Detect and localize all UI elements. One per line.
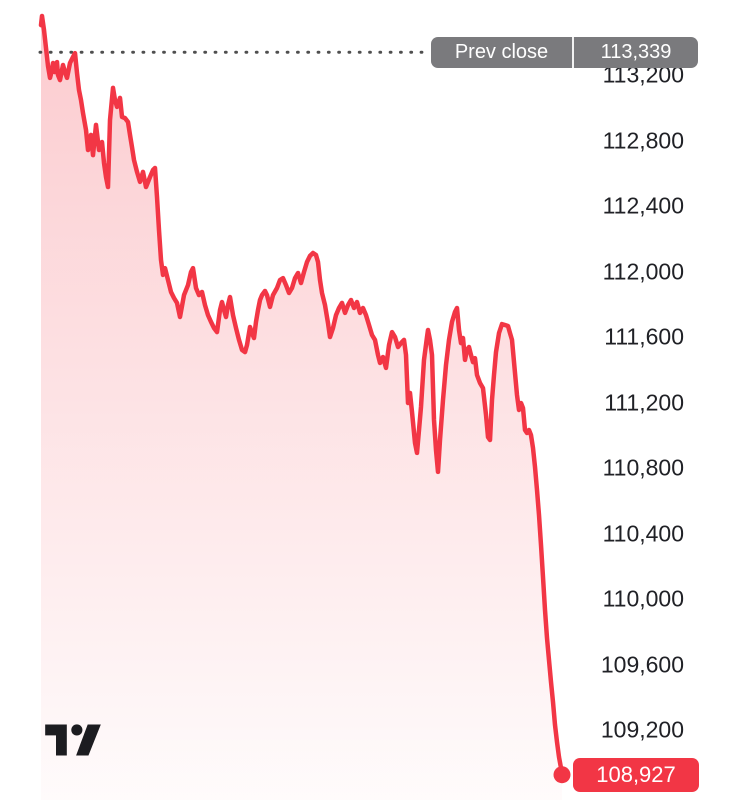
last-price-dot [553,766,571,784]
y-axis-label: 110,800 [602,454,684,481]
last-price-flag: 108,927 [573,757,699,792]
area-fill [41,16,562,800]
y-axis-label: 110,400 [602,520,684,546]
price-line [38,13,565,777]
y-axis-label: 112,800 [602,127,684,153]
prev-close-label: Prev close [454,40,549,63]
prev-close-flag: Prev close 113,339 [431,36,698,68]
y-axis-label: 112,000 [602,258,684,284]
y-axis-label: 110,000 [602,585,684,612]
y-axis-label: 109,200 [600,716,684,743]
y-axis-label: 111,200 [604,389,684,415]
y-axis-label: 109,600 [600,651,684,677]
tradingview-logo-icon[interactable] [42,723,104,757]
y-axis-label: 112,400 [602,192,684,219]
last-price-value: 108,927 [596,761,676,787]
prev-close-value: 113,339 [572,36,698,68]
y-axis-label: 111,600 [604,323,684,350]
